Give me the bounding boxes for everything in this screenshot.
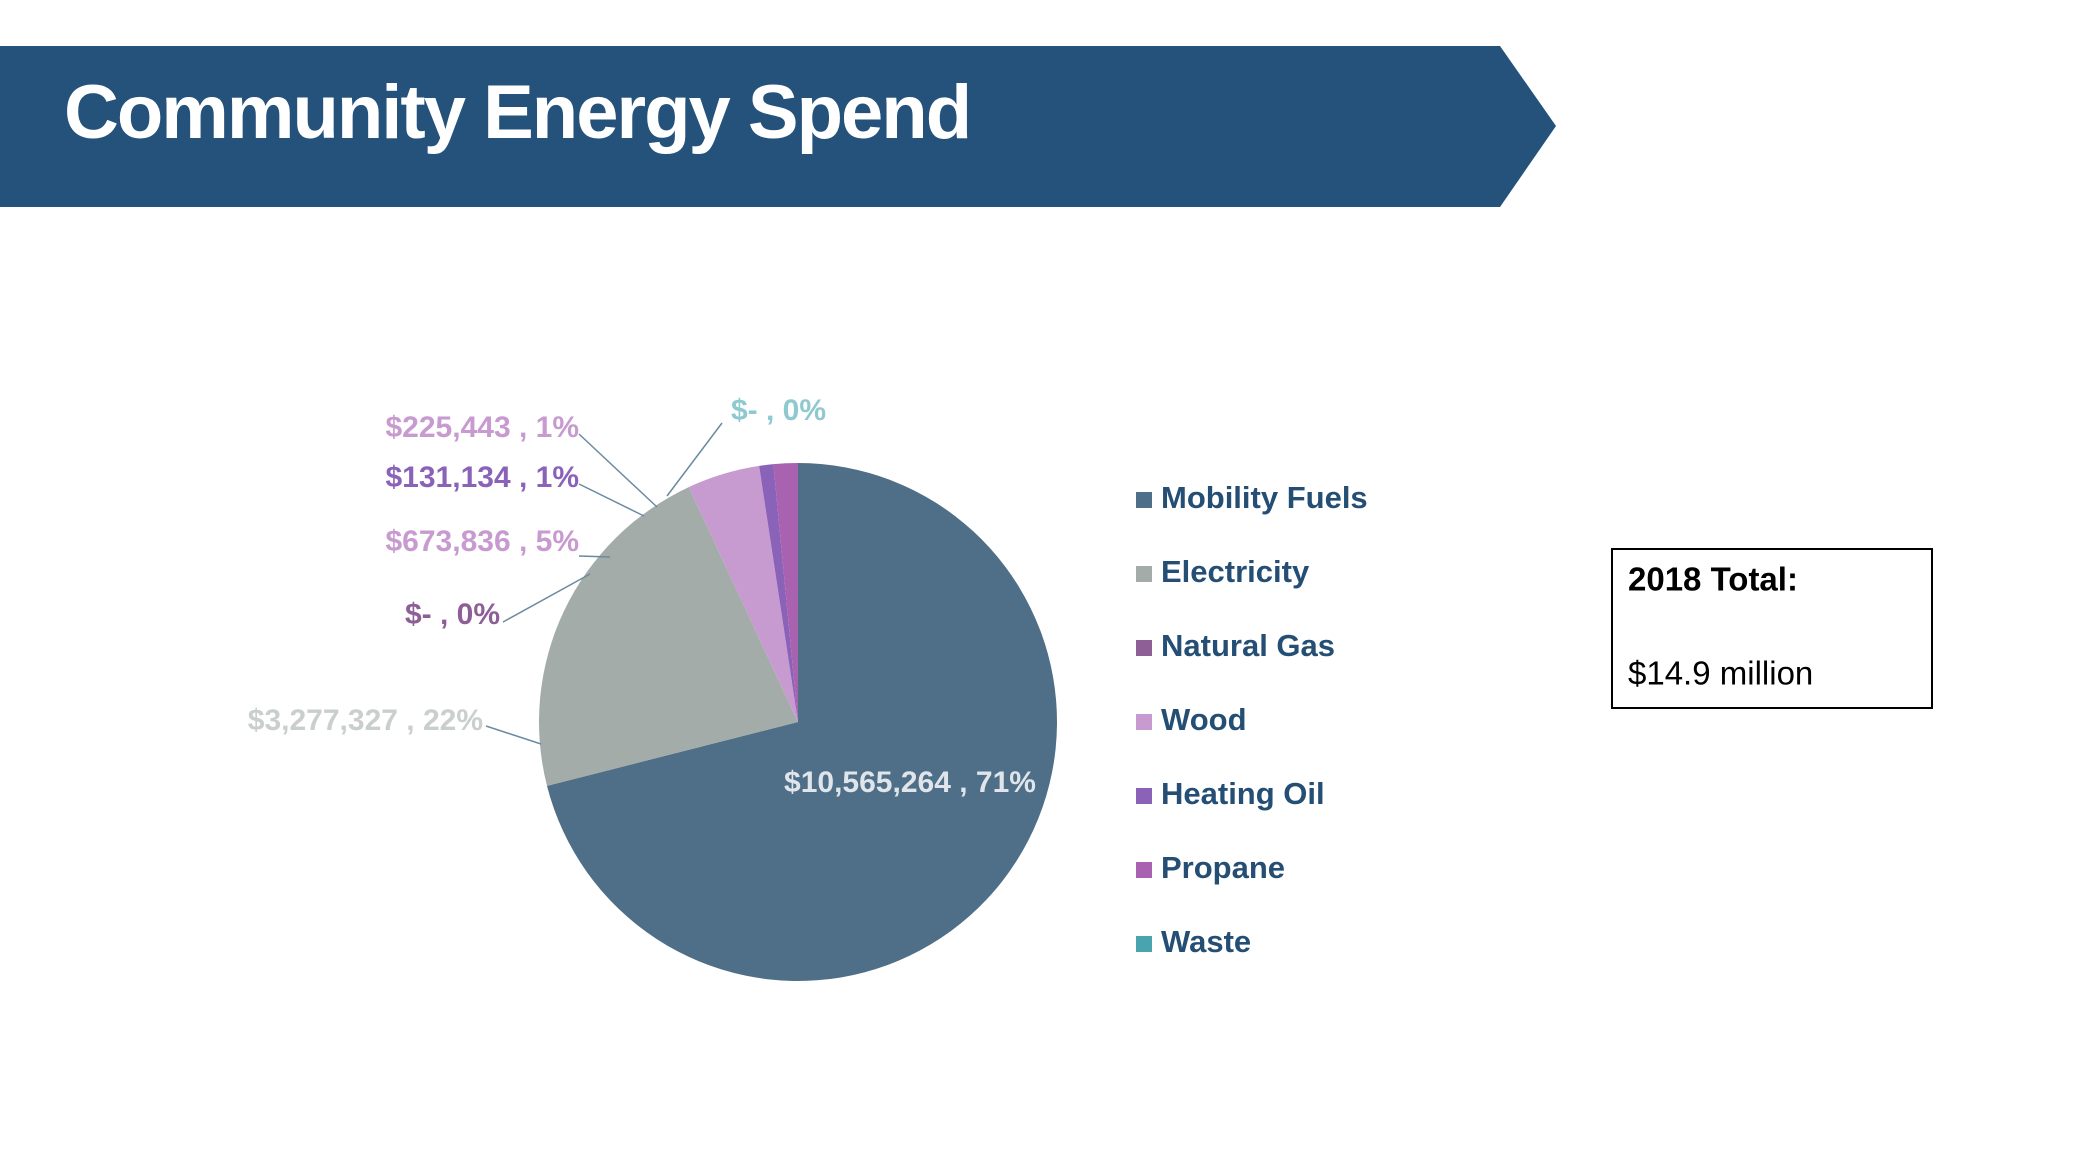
legend-label: Propane	[1161, 850, 1285, 885]
data-label: $- , 0%	[731, 394, 826, 427]
data-label: $131,134 , 1%	[386, 461, 580, 494]
leader-line	[578, 555, 611, 558]
data-label: $3,277,327 , 22%	[248, 704, 483, 737]
leader-line	[666, 422, 723, 497]
legend-swatch	[1136, 936, 1152, 952]
legend-swatch	[1136, 492, 1152, 508]
leader-line	[578, 433, 658, 508]
pie-slice	[773, 463, 798, 722]
slide-title: Community Energy Spend	[64, 70, 970, 155]
legend-label: Waste	[1161, 924, 1251, 959]
title-banner	[0, 46, 1556, 207]
total-title: 2018 Total:	[1628, 561, 1798, 598]
data-label: $- , 0%	[405, 598, 500, 631]
pie-slice	[759, 464, 798, 722]
total-text: $14.9 million	[1628, 655, 1813, 692]
data-label: $10,565,264 , 71%	[784, 766, 1036, 799]
legend-label: Natural Gas	[1161, 628, 1335, 663]
legend-label: Heating Oil	[1161, 776, 1325, 811]
legend-swatch	[1136, 862, 1152, 878]
data-label: $673,836 , 5%	[386, 525, 580, 558]
pie-slice	[539, 487, 798, 786]
leader-line	[502, 573, 591, 623]
legend-swatch	[1136, 640, 1152, 656]
legend-label: Wood	[1161, 702, 1247, 737]
legend-label: Electricity	[1161, 554, 1310, 589]
pie-slice	[546, 463, 1057, 981]
pie-slice	[688, 465, 798, 722]
legend-swatch	[1136, 566, 1152, 582]
legend-label: Mobility Fuels	[1161, 480, 1368, 515]
pie-chart: $10,565,264 , 71% $3,277,327 , 22% $- , 0%…	[248, 394, 1368, 981]
legend-swatch	[1136, 714, 1152, 730]
legend-swatch	[1136, 788, 1152, 804]
leader-line	[578, 483, 645, 517]
leader-line	[485, 725, 542, 745]
total-box	[1611, 548, 1933, 709]
data-label: $225,443 , 1%	[386, 411, 580, 444]
